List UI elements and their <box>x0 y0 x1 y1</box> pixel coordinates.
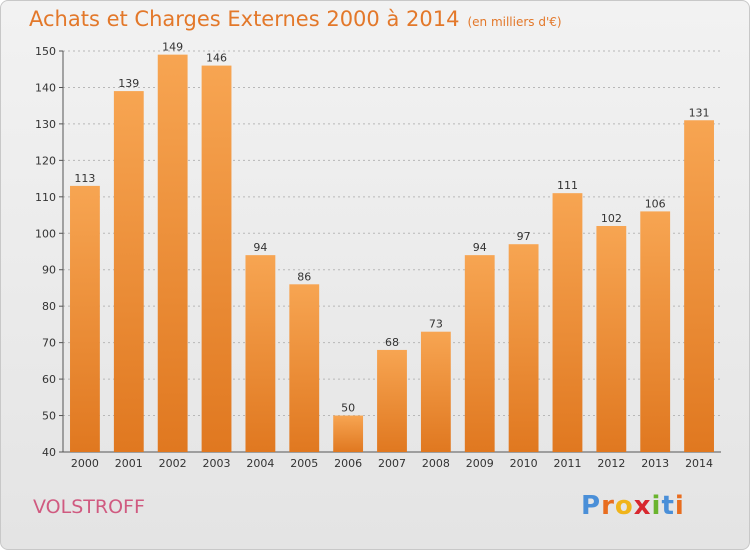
y-tick-label: 140 <box>35 81 56 94</box>
bar-2009 <box>464 255 495 452</box>
y-tick-label: 100 <box>35 227 56 240</box>
bar-2002 <box>157 54 188 453</box>
value-label: 73 <box>429 318 443 331</box>
value-label: 102 <box>601 212 622 225</box>
bar-2006 <box>333 415 364 452</box>
x-tick-label: 2012 <box>597 457 625 470</box>
logo-letter: i <box>674 491 685 521</box>
y-tick-label: 90 <box>42 264 56 277</box>
x-tick-label: 2000 <box>71 457 99 470</box>
y-tick-label: 120 <box>35 154 56 167</box>
value-label: 149 <box>162 41 183 54</box>
value-label: 146 <box>206 52 227 65</box>
logo-letter: t <box>661 491 675 521</box>
x-tick-label: 2007 <box>378 457 406 470</box>
x-tick-label: 2006 <box>334 457 362 470</box>
proxiti-logo: Proxiti <box>581 491 685 521</box>
x-tick-label: 2002 <box>159 457 187 470</box>
logo-letter: o <box>614 491 634 521</box>
bars <box>70 54 714 453</box>
chart-title-text: Achats et Charges Externes 2000 à 2014 <box>29 7 460 31</box>
bar-2001 <box>113 91 144 452</box>
x-tick-label: 2004 <box>246 457 274 470</box>
y-tick-label: 110 <box>35 191 56 204</box>
y-tick-label: 60 <box>42 373 56 386</box>
value-label: 111 <box>557 179 578 192</box>
value-label: 106 <box>645 197 666 210</box>
x-tick-label: 2003 <box>203 457 231 470</box>
x-tick-label: 2014 <box>685 457 713 470</box>
bar-2011 <box>552 193 583 452</box>
bar-2010 <box>508 244 539 452</box>
x-tick-label: 2005 <box>290 457 318 470</box>
y-tick-label: 40 <box>42 446 56 459</box>
value-label: 68 <box>385 336 399 349</box>
bar-2013 <box>640 211 671 452</box>
x-tick-label: 2011 <box>553 457 581 470</box>
x-tick-label: 2013 <box>641 457 669 470</box>
bar-2000 <box>70 185 100 452</box>
x-tick-label: 2008 <box>422 457 450 470</box>
bar-2003 <box>201 65 232 452</box>
value-label: 113 <box>74 172 95 185</box>
logo-letter: P <box>581 491 602 521</box>
x-tick-label: 2009 <box>466 457 494 470</box>
x-tick-label: 2010 <box>510 457 538 470</box>
bar-2014 <box>684 120 714 452</box>
bar-2008 <box>420 331 451 452</box>
y-tick-label: 80 <box>42 300 56 313</box>
x-tick-label: 2001 <box>115 457 143 470</box>
value-label: 94 <box>473 241 487 254</box>
value-labels: 113 139 149 146 94 86 50 68 73 94 97 111 102 106 131 <box>74 41 709 415</box>
value-label: 97 <box>517 230 531 243</box>
y-tick-label: 50 <box>42 410 56 423</box>
city-label: VOLSTROFF <box>33 496 145 518</box>
value-label: 50 <box>341 402 355 415</box>
bar-2012 <box>596 225 627 452</box>
logo-letter: r <box>601 491 615 521</box>
y-tick-label: 70 <box>42 337 56 350</box>
logo-letter: i <box>651 491 662 521</box>
x-axis: 2000 2001 2002 2003 2004 2005 2006 2007 2008 2009… <box>71 457 713 470</box>
bar-2004 <box>245 255 276 452</box>
chart-title: Achats et Charges Externes 2000 à 2014 (e… <box>29 7 562 31</box>
value-label: 94 <box>253 241 267 254</box>
value-label: 139 <box>118 77 139 90</box>
value-label: 86 <box>297 270 311 283</box>
bar-2007 <box>377 349 407 452</box>
chart-subtitle: (en milliers d'€) <box>467 15 562 29</box>
bar-2005 <box>289 284 320 452</box>
y-tick-label: 150 <box>35 45 56 58</box>
value-label: 131 <box>689 106 710 119</box>
y-tick-label: 130 <box>35 118 56 131</box>
logo-letter: x <box>633 491 652 521</box>
